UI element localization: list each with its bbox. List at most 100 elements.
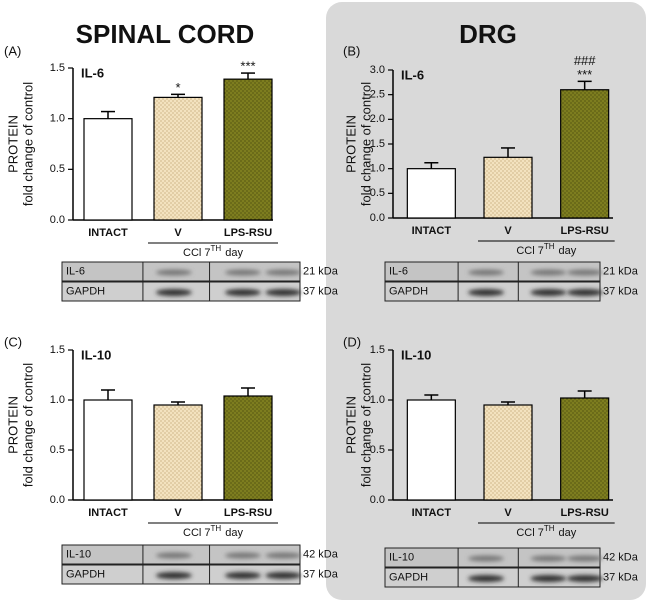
y-axis-label: PROTEIN: [5, 396, 20, 454]
bar: [406, 168, 456, 219]
blot-band: [155, 289, 192, 296]
x-tick-label: LPS-RSU: [224, 227, 272, 239]
x-tick-label: V: [504, 225, 512, 237]
significance: ***: [577, 67, 592, 82]
bar: [153, 96, 203, 221]
blot-band: [530, 289, 567, 296]
bar: [406, 399, 456, 501]
y-axis-label: fold change of control: [20, 82, 35, 206]
group-label-part: CCl 7: [516, 245, 544, 257]
group-label-part: day: [225, 247, 243, 259]
x-tick-label: INTACT: [88, 507, 128, 519]
y-axis-label: fold change of control: [20, 363, 35, 487]
blot-band: [530, 555, 567, 562]
y-axis-label: PROTEIN: [343, 396, 358, 454]
heading: DRG: [459, 19, 517, 49]
blot-band: [265, 269, 302, 276]
blot-protein-label: IL-6: [66, 265, 85, 277]
bar: [560, 89, 610, 219]
blot-band: [265, 289, 302, 296]
blot-band: [530, 269, 567, 276]
group-label: CCl 7TH day: [183, 244, 243, 259]
y-tick-label: 1.0: [370, 163, 385, 175]
y-tick-label: 0.5: [370, 187, 385, 199]
blot-band: [530, 575, 567, 582]
bar: [560, 397, 610, 501]
x-tick-label: INTACT: [412, 507, 452, 519]
group-label: CCl 7TH day: [516, 524, 576, 539]
blot-protein-label: GAPDH: [66, 568, 105, 580]
blot-kda-label: 42 kDa: [603, 551, 639, 563]
blot-band: [224, 289, 261, 296]
blot-protein-label: IL-10: [389, 551, 414, 563]
bar: [223, 395, 273, 501]
blot-band: [468, 289, 505, 296]
blot-band: [224, 572, 261, 579]
group-label-part: TH: [211, 244, 222, 253]
x-tick-label: LPS-RSU: [561, 225, 609, 237]
chart-title: IL-10: [81, 347, 111, 362]
group-label-part: TH: [211, 524, 222, 533]
blot-kda-label: 37 kDa: [303, 285, 339, 297]
blot-protein-label: GAPDH: [389, 571, 428, 583]
group-label-part: TH: [544, 524, 555, 533]
blot-band: [468, 269, 505, 276]
y-tick-label: 0.0: [370, 212, 385, 224]
y-tick-label: 2.5: [370, 89, 385, 101]
blot-kda-label: 37 kDa: [603, 571, 639, 583]
blot-kda-label: 21 kDa: [303, 265, 339, 277]
y-tick-label: 1.0: [370, 394, 385, 406]
chart-title: IL-10: [401, 347, 431, 362]
y-tick-label: 3.0: [370, 64, 385, 76]
blot-band: [566, 575, 603, 582]
blot-band: [265, 552, 302, 559]
y-tick-label: 0.0: [370, 494, 385, 506]
blot-band: [468, 575, 505, 582]
blot-protein-label: GAPDH: [66, 285, 105, 297]
chart-title: IL-6: [401, 67, 424, 82]
bar: [483, 404, 533, 501]
group-label-part: day: [225, 527, 243, 539]
x-tick-label: V: [174, 227, 182, 239]
y-tick-label: 1.0: [50, 394, 65, 406]
significance: ***: [240, 59, 255, 74]
group-label-part: TH: [544, 242, 555, 251]
group-label-part: day: [559, 245, 577, 257]
x-tick-label: INTACT: [88, 227, 128, 239]
bar: [483, 156, 533, 219]
y-tick-label: 1.5: [50, 62, 65, 74]
group-label-part: CCl 7: [183, 247, 211, 259]
blot-kda-label: 21 kDa: [603, 265, 639, 277]
bar: [153, 404, 203, 501]
blot-protein-label: IL-10: [66, 548, 91, 560]
bar: [83, 399, 133, 501]
y-tick-label: 0.0: [50, 494, 65, 506]
x-tick-label: LPS-RSU: [224, 507, 272, 519]
y-axis-label: PROTEIN: [5, 115, 20, 173]
x-tick-label: INTACT: [412, 225, 452, 237]
x-tick-label: V: [174, 507, 182, 519]
blot-kda-label: 42 kDa: [303, 548, 339, 560]
y-axis-label: PROTEIN: [343, 115, 358, 173]
x-tick-label: LPS-RSU: [561, 507, 609, 519]
panel-label: (A): [4, 43, 21, 58]
blot-protein-label: IL-6: [389, 265, 408, 277]
blot-band: [155, 572, 192, 579]
y-tick-label: 1.0: [50, 113, 65, 125]
blot-band: [566, 289, 603, 296]
y-tick-label: 1.5: [370, 344, 385, 356]
y-tick-label: 0.5: [50, 444, 65, 456]
blot-band: [224, 552, 261, 559]
y-tick-label: 1.5: [50, 344, 65, 356]
blot-band: [224, 269, 261, 276]
y-tick-label: 0.5: [370, 444, 385, 456]
y-tick-label: 0.5: [50, 163, 65, 175]
bar: [223, 78, 273, 221]
blot-band: [566, 555, 603, 562]
panel-label: (C): [4, 334, 22, 349]
blot-band: [468, 555, 505, 562]
group-label-part: CCl 7: [516, 527, 544, 539]
group-label: CCl 7TH day: [516, 242, 576, 257]
significance: *: [175, 80, 180, 95]
